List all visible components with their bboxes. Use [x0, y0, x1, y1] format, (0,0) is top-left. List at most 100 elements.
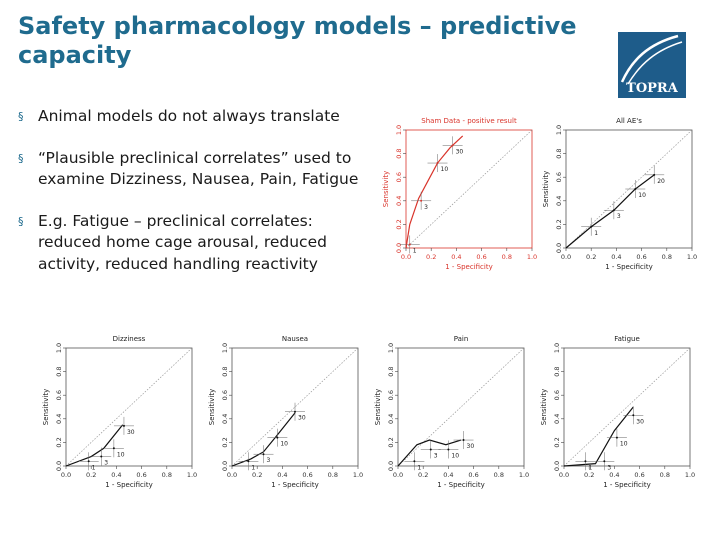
y-tick-label: 0.6	[553, 390, 561, 400]
data-point-marker	[408, 243, 411, 246]
roc-plot-dizziness: Dizziness 0.0 0.2 0.4 0.6 0.8 1.0 0.0 0.2 0.4 0.6 0…	[38, 330, 204, 496]
roc-plot-pain: Pain 0.0 0.2 0.4 0.6 0.8 1.0 0.0 0.2 0.4 0.6 0.8 1.0…	[370, 330, 536, 496]
roc-chart: Sham Data - positive result 0.0 0.2 0.4 0.6 0…	[382, 117, 537, 271]
y-tick-label: 0.4	[387, 414, 395, 424]
x-tick-label: 0.4	[451, 253, 461, 261]
y-tick-label: 0.4	[395, 196, 403, 206]
y-tick-label: 0.2	[387, 437, 395, 447]
data-point-marker	[413, 460, 416, 463]
data-point-label: 3	[434, 452, 438, 459]
data-point-marker	[122, 424, 125, 427]
data-point-label: 3	[617, 213, 621, 220]
y-tick-label: 0.4	[55, 414, 63, 424]
roc-curve-line	[565, 174, 655, 249]
x-tick-label: 0.2	[418, 471, 428, 479]
data-point-label: 1	[251, 464, 255, 471]
y-tick-label: 0.8	[553, 366, 561, 376]
x-axis-label: 1 - Specificity	[445, 263, 493, 271]
x-tick-label: 0.8	[502, 253, 512, 261]
data-point-label: 3	[267, 457, 271, 464]
x-tick-label: 1.0	[519, 471, 529, 479]
y-tick-label: 0.4	[221, 414, 229, 424]
chart-title: Fatigue	[614, 335, 640, 343]
x-tick-label: 0.0	[393, 471, 403, 479]
data-point-marker	[612, 209, 615, 212]
x-axis-label: 1 - Specificity	[603, 481, 651, 489]
x-tick-label: 1.0	[685, 471, 695, 479]
data-point-marker	[615, 436, 618, 439]
data-point-marker	[603, 460, 606, 463]
logo-swoosh-icon	[620, 34, 683, 85]
data-point-marker	[294, 410, 296, 413]
x-tick-label: 1.0	[353, 471, 363, 479]
logo-text: TOPRA	[626, 81, 678, 96]
roc-curve-line	[405, 135, 464, 249]
roc-chart: Nausea 0.0 0.2 0.4 0.6 0.8 1.0 0.0 0.2 0.4 0.6 0.8 1…	[208, 335, 363, 489]
y-axis-label: Sensitivity	[540, 389, 548, 425]
roc-plot-fatigue: Fatigue 0.0 0.2 0.4 0.6 0.8 1.0 0.0 0.2 0.4 0.6 0.8…	[536, 330, 702, 496]
y-tick-label: 0.0	[395, 243, 403, 253]
x-tick-label: 0.0	[227, 471, 237, 479]
x-tick-label: 0.2	[86, 471, 96, 479]
chart-title: All AE's	[616, 117, 642, 125]
y-tick-label: 0.4	[555, 196, 563, 206]
y-tick-label: 1.0	[387, 343, 395, 353]
data-point-marker	[584, 460, 587, 463]
plot-frame	[397, 347, 525, 467]
y-tick-label: 0.2	[553, 437, 561, 447]
data-point-marker	[447, 448, 450, 451]
roc-plot-nausea: Nausea 0.0 0.2 0.4 0.6 0.8 1.0 0.0 0.2 0.4 0.6 0.8 1…	[204, 330, 370, 496]
y-tick-label: 1.0	[395, 125, 403, 135]
bullet-item: § “Plausible preclinical correlates” used…	[18, 148, 378, 191]
y-axis-label: Sensitivity	[382, 171, 390, 207]
data-point-marker	[590, 225, 593, 228]
y-tick-label: 0.8	[555, 148, 563, 158]
bullet-text: Animal models do not always translate	[38, 107, 340, 125]
x-tick-label: 1.0	[527, 253, 537, 261]
x-tick-label: 0.4	[111, 471, 121, 479]
data-point-marker	[420, 199, 423, 202]
diagonal-reference-line	[405, 129, 533, 249]
x-tick-label: 0.2	[586, 253, 596, 261]
data-point-marker	[436, 162, 439, 165]
data-point-marker	[87, 460, 90, 463]
y-tick-label: 0.6	[55, 390, 63, 400]
y-tick-label: 1.0	[553, 343, 561, 353]
y-tick-label: 0.6	[387, 390, 395, 400]
x-tick-label: 0.0	[559, 471, 569, 479]
roc-chart: All AE's 0.0 0.2 0.4 0.6 0.8 1.0 0.0 0.2 0.4 0.6 0.…	[542, 117, 697, 271]
bullet-list: § Animal models do not always translate §…	[18, 106, 378, 295]
y-tick-label: 1.0	[55, 343, 63, 353]
y-tick-label: 0.6	[395, 172, 403, 182]
x-tick-label: 1.0	[687, 253, 697, 261]
data-point-label: 30	[127, 429, 135, 436]
x-tick-label: 0.4	[443, 471, 453, 479]
data-point-label: 10	[441, 166, 449, 173]
y-axis-label: Sensitivity	[542, 171, 550, 207]
data-point-marker	[247, 460, 250, 463]
x-tick-label: 0.0	[401, 253, 411, 261]
data-point-marker	[462, 439, 465, 442]
data-point-label: 10	[638, 192, 646, 199]
data-point-marker	[112, 447, 115, 450]
x-tick-label: 0.8	[662, 253, 672, 261]
data-point-label: 10	[117, 451, 125, 458]
diagonal-reference-line	[65, 347, 193, 467]
data-point-marker	[276, 436, 279, 439]
chart-title: Dizziness	[113, 335, 146, 343]
data-point-label: 1	[413, 247, 417, 254]
data-point-marker	[634, 188, 637, 190]
roc-chart: Pain 0.0 0.2 0.4 0.6 0.8 1.0 0.0 0.2 0.4 0.6 0.8 1.0…	[374, 335, 529, 489]
x-tick-label: 0.6	[302, 471, 312, 479]
y-tick-label: 0.8	[55, 366, 63, 376]
roc-plot-sham: Sham Data - positive result 0.0 0.2 0.4 0.6 0…	[378, 112, 544, 278]
slide-title: Safety pharmacology models – predictive …	[18, 12, 577, 69]
topra-logo: TOPRA	[618, 32, 686, 98]
y-tick-label: 0.8	[221, 366, 229, 376]
x-tick-label: 0.6	[468, 471, 478, 479]
plot-frame	[405, 129, 533, 249]
bullet-marker: §	[18, 110, 24, 123]
x-tick-label: 0.0	[561, 253, 571, 261]
x-axis-label: 1 - Specificity	[271, 481, 319, 489]
x-tick-label: 0.4	[277, 471, 287, 479]
